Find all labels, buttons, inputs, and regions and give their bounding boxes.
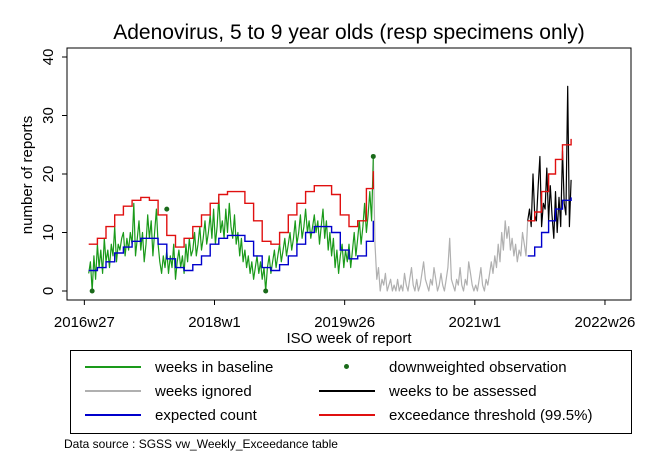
legend-line	[85, 390, 141, 392]
y-tick-label: 40	[40, 49, 57, 66]
legend-line	[85, 414, 141, 416]
legend-item: downweighted observation	[317, 357, 567, 377]
legend-swatch	[317, 357, 377, 377]
x-axis: 2016w27 2018w1 2019w26 2021w1 2022w26	[54, 300, 636, 331]
legend-label: expected count	[155, 406, 257, 424]
legend-swatch	[317, 381, 377, 401]
x-tick-label: 2016w27	[54, 314, 115, 331]
y-tick-label: 20	[40, 166, 57, 183]
legend-label: weeks in baseline	[155, 358, 274, 376]
series-line-3	[88, 220, 374, 272]
downweighted-point	[370, 153, 376, 159]
legend-line	[319, 390, 375, 392]
series-line-0	[88, 156, 374, 292]
y-axis-label: number of reports	[19, 116, 36, 234]
legend-label: weeks to be assessed	[389, 382, 537, 400]
legend-item: weeks to be assessed	[317, 381, 537, 401]
legend-label: weeks ignored	[155, 382, 252, 400]
legend: weeks in baseline downweighted observatio…	[70, 350, 632, 434]
downweighted-point	[263, 288, 269, 294]
x-tick-label: 2022w26	[575, 314, 636, 331]
legend-swatch	[83, 405, 143, 425]
data-source-note: Data source : SGSS vw_Weekly_Exceedance …	[64, 437, 338, 451]
legend-label: downweighted observation	[389, 358, 567, 376]
chart-title: Adenovirus, 5 to 9 year olds (resp speci…	[113, 21, 585, 44]
downweighted-point	[89, 288, 95, 294]
legend-line	[319, 414, 375, 416]
series-line-4	[88, 171, 374, 248]
legend-dot	[344, 364, 349, 369]
legend-swatch	[83, 381, 143, 401]
legend-label: exceedance threshold (99.5%)	[389, 406, 593, 424]
y-tick-label: 30	[40, 107, 57, 124]
legend-line	[85, 366, 141, 368]
series-layer	[88, 85, 572, 292]
legend-item: exceedance threshold (99.5%)	[317, 405, 592, 425]
downweighted-point	[164, 206, 170, 212]
series-line-5	[527, 197, 572, 257]
x-tick-label: 2018w1	[188, 314, 241, 331]
x-tick-label: 2021w1	[449, 314, 502, 331]
legend-swatch	[83, 357, 143, 377]
y-axis: 0 10 20 30 40	[40, 48, 68, 300]
x-tick-label: 2019w26	[314, 314, 375, 331]
x-axis-label: ISO week of report	[286, 330, 412, 347]
y-tick-label: 0	[40, 287, 57, 295]
series-line-6	[527, 138, 572, 222]
y-tick-label: 10	[40, 224, 57, 241]
legend-item: weeks in baseline	[83, 357, 273, 377]
points-layer	[89, 153, 376, 294]
legend-item: weeks ignored	[83, 381, 252, 401]
series-line-1	[372, 156, 529, 292]
legend-swatch	[317, 405, 377, 425]
legend-item: expected count	[83, 405, 257, 425]
